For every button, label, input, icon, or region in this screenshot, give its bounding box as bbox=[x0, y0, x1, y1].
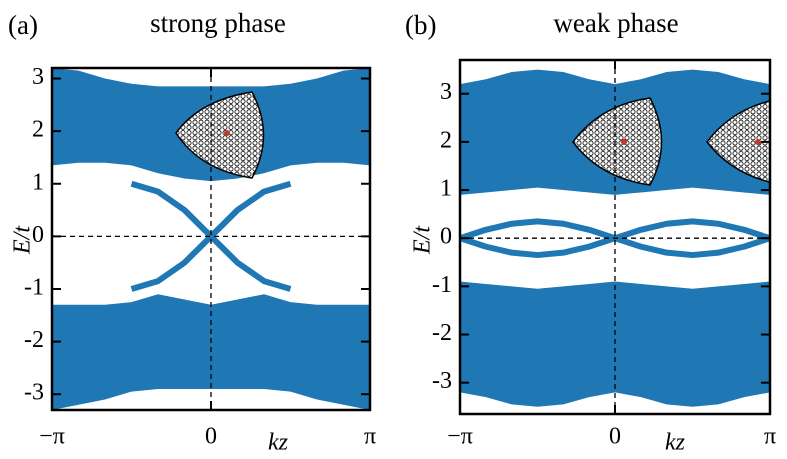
insets-b bbox=[572, 97, 770, 186]
y-tick-label: -2 bbox=[24, 327, 44, 353]
inset-center bbox=[755, 139, 761, 145]
chart-title: weak phase bbox=[553, 8, 678, 38]
y-tick-label: -1 bbox=[24, 274, 44, 300]
y-tick-label: 0 bbox=[32, 222, 44, 248]
lattice-inset bbox=[175, 91, 265, 179]
y-tick-label: 2 bbox=[32, 117, 44, 143]
x-tick-label: 0 bbox=[609, 424, 621, 450]
chart-title: strong phase bbox=[150, 8, 286, 38]
y-tick-label: -3 bbox=[432, 368, 452, 394]
y-axis-label: E/t bbox=[10, 225, 36, 255]
insets bbox=[175, 91, 770, 186]
y-tick-label: 3 bbox=[32, 64, 44, 90]
y-tick-label: 0 bbox=[440, 224, 452, 250]
lattice-inset bbox=[706, 100, 770, 183]
x-axis-label: kz bbox=[268, 430, 289, 456]
lattice-inset bbox=[572, 97, 663, 186]
y-axis-label: E/t bbox=[410, 225, 436, 255]
surface-state bbox=[130, 180, 292, 292]
axes: -3 -2 -1 0 1 2 3 −π 0 π (a) strong phase kz E/t -3 -2 -1… bbox=[8, 8, 776, 455]
x-tick-label: −π bbox=[447, 424, 473, 450]
panel-label: (a) bbox=[8, 10, 38, 40]
y-tick-label: -1 bbox=[432, 272, 452, 298]
y-tick-label: 3 bbox=[440, 79, 452, 105]
y-tick-label: -2 bbox=[432, 320, 452, 346]
x-tick-label: π bbox=[764, 424, 776, 450]
x-tick-label: π bbox=[364, 424, 376, 450]
x-tick-label: 0 bbox=[205, 424, 217, 450]
x-tick-label: −π bbox=[39, 424, 65, 450]
inset-center bbox=[621, 139, 627, 145]
panel-label: (b) bbox=[405, 10, 436, 40]
y-tick-label: 2 bbox=[440, 127, 452, 153]
x-axis-label: kz bbox=[665, 430, 686, 456]
inset-center bbox=[224, 130, 230, 136]
y-tick-label: 1 bbox=[440, 176, 452, 202]
y-tick-label: -3 bbox=[24, 380, 44, 406]
energy-band bbox=[52, 294, 370, 410]
energy-band bbox=[460, 281, 770, 407]
y-tick-label: 1 bbox=[32, 169, 44, 195]
